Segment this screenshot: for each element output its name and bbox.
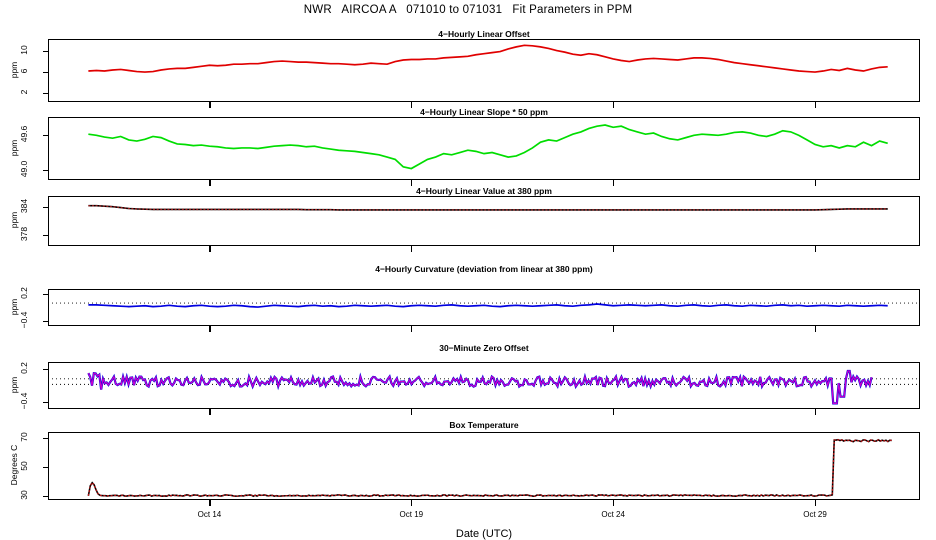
y-tick-mark xyxy=(43,437,48,439)
data-series-underlay xyxy=(87,438,892,498)
x-axis-label: Date (UTC) xyxy=(455,528,513,540)
y-tick-label: 378 xyxy=(19,226,29,241)
y-tick-label: 0.2 xyxy=(19,361,29,374)
x-tick-mark xyxy=(411,180,413,186)
x-tick-mark xyxy=(613,180,615,186)
y-tick-label: 30 xyxy=(19,489,29,500)
x-tick-mark xyxy=(815,326,817,332)
y-axis-label-2: ppm xyxy=(9,139,19,156)
x-tick-mark xyxy=(411,102,413,108)
y-axis-label-5: ppm xyxy=(9,376,19,393)
y-tick-label: 10 xyxy=(19,44,29,55)
y-tick-mark xyxy=(43,495,48,497)
y-tick-label: 49.6 xyxy=(19,126,29,143)
x-tick-mark xyxy=(613,500,615,506)
plot-frame-1 xyxy=(48,39,920,102)
plot-frame-4 xyxy=(48,289,920,326)
plot-area-6 xyxy=(87,438,892,498)
y-tick-label: 49.0 xyxy=(19,160,29,177)
y-tick-mark xyxy=(43,294,48,296)
y-tick-label: 70 xyxy=(19,432,29,442)
data-series-6 xyxy=(87,439,892,497)
y-tick-mark xyxy=(43,169,48,171)
x-tick-mark xyxy=(613,246,615,252)
plot-frame-3 xyxy=(48,196,920,246)
x-tick-mark xyxy=(411,326,413,332)
x-tick-mark xyxy=(411,409,413,415)
y-tick-mark xyxy=(43,402,48,404)
y-tick-mark xyxy=(43,92,48,94)
figure-title: NWR AIRCOA A 071010 to 071031 Fit Parame… xyxy=(303,4,633,16)
x-tick-mark xyxy=(815,409,817,415)
y-tick-label: 384 xyxy=(19,199,29,214)
plot-area-4 xyxy=(48,302,920,308)
y-tick-mark xyxy=(43,135,48,137)
x-tick-mark xyxy=(815,246,817,252)
plot-area-2 xyxy=(88,124,888,170)
x-tick-mark xyxy=(209,102,211,108)
panel-title-5: 30−Minute Zero Offset xyxy=(439,343,529,353)
x-tick-mark xyxy=(613,102,615,108)
plot-area-3 xyxy=(88,204,888,211)
x-tick-mark xyxy=(209,409,211,415)
x-tick-mark xyxy=(411,500,413,506)
y-tick-mark xyxy=(43,71,48,73)
data-series-secondary xyxy=(87,369,873,405)
panel-title-3: 4−Hourly Linear Value at 380 ppm xyxy=(416,186,552,196)
x-tick-mark xyxy=(209,180,211,186)
data-series-2 xyxy=(88,124,888,170)
plot-frame-5 xyxy=(48,362,920,409)
panel-title-4: 4−Hourly Curvature (deviation from linea… xyxy=(375,264,593,274)
x-tick-label: Oct 24 xyxy=(601,510,625,519)
x-tick-mark xyxy=(209,500,211,506)
y-tick-mark xyxy=(43,207,48,209)
y-axis-label-4: ppm xyxy=(9,298,19,315)
y-axis-label-6: Degrees C xyxy=(9,444,19,486)
x-tick-mark xyxy=(613,326,615,332)
plot-frame-6 xyxy=(48,432,920,500)
plot-frame-2 xyxy=(48,117,920,180)
plot-area-1 xyxy=(88,44,888,73)
x-tick-mark xyxy=(209,326,211,332)
panel-title-1: 4−Hourly Linear Offset xyxy=(438,29,530,39)
x-tick-mark xyxy=(613,409,615,415)
y-axis-label-1: ppm xyxy=(9,61,19,78)
data-series-5 xyxy=(87,370,873,404)
y-tick-label: 50 xyxy=(19,460,29,471)
x-tick-mark xyxy=(209,246,211,252)
y-tick-mark xyxy=(43,466,48,468)
y-tick-label: −0.4 xyxy=(19,392,29,410)
y-tick-mark xyxy=(43,234,48,236)
y-tick-mark xyxy=(43,368,48,370)
data-series-1 xyxy=(88,44,888,73)
panel-title-2: 4−Hourly Linear Slope * 50 ppm xyxy=(420,107,548,117)
x-tick-mark xyxy=(411,246,413,252)
y-tick-mark xyxy=(43,320,48,322)
x-tick-mark xyxy=(815,180,817,186)
y-tick-mark xyxy=(43,50,48,52)
data-series-4 xyxy=(88,303,888,308)
y-axis-label-3: ppm xyxy=(9,211,19,229)
x-tick-mark xyxy=(815,500,817,506)
x-tick-label: Oct 19 xyxy=(399,510,424,519)
x-tick-label: Oct 14 xyxy=(197,510,222,519)
data-series-3 xyxy=(88,205,888,211)
panel-title-6: Box Temperature xyxy=(449,420,519,430)
y-tick-label: −0.4 xyxy=(19,311,29,329)
y-tick-label: 0.2 xyxy=(19,287,29,300)
x-tick-mark xyxy=(815,102,817,108)
plot-area-5 xyxy=(48,369,920,405)
x-tick-label: Oct 29 xyxy=(803,510,827,519)
